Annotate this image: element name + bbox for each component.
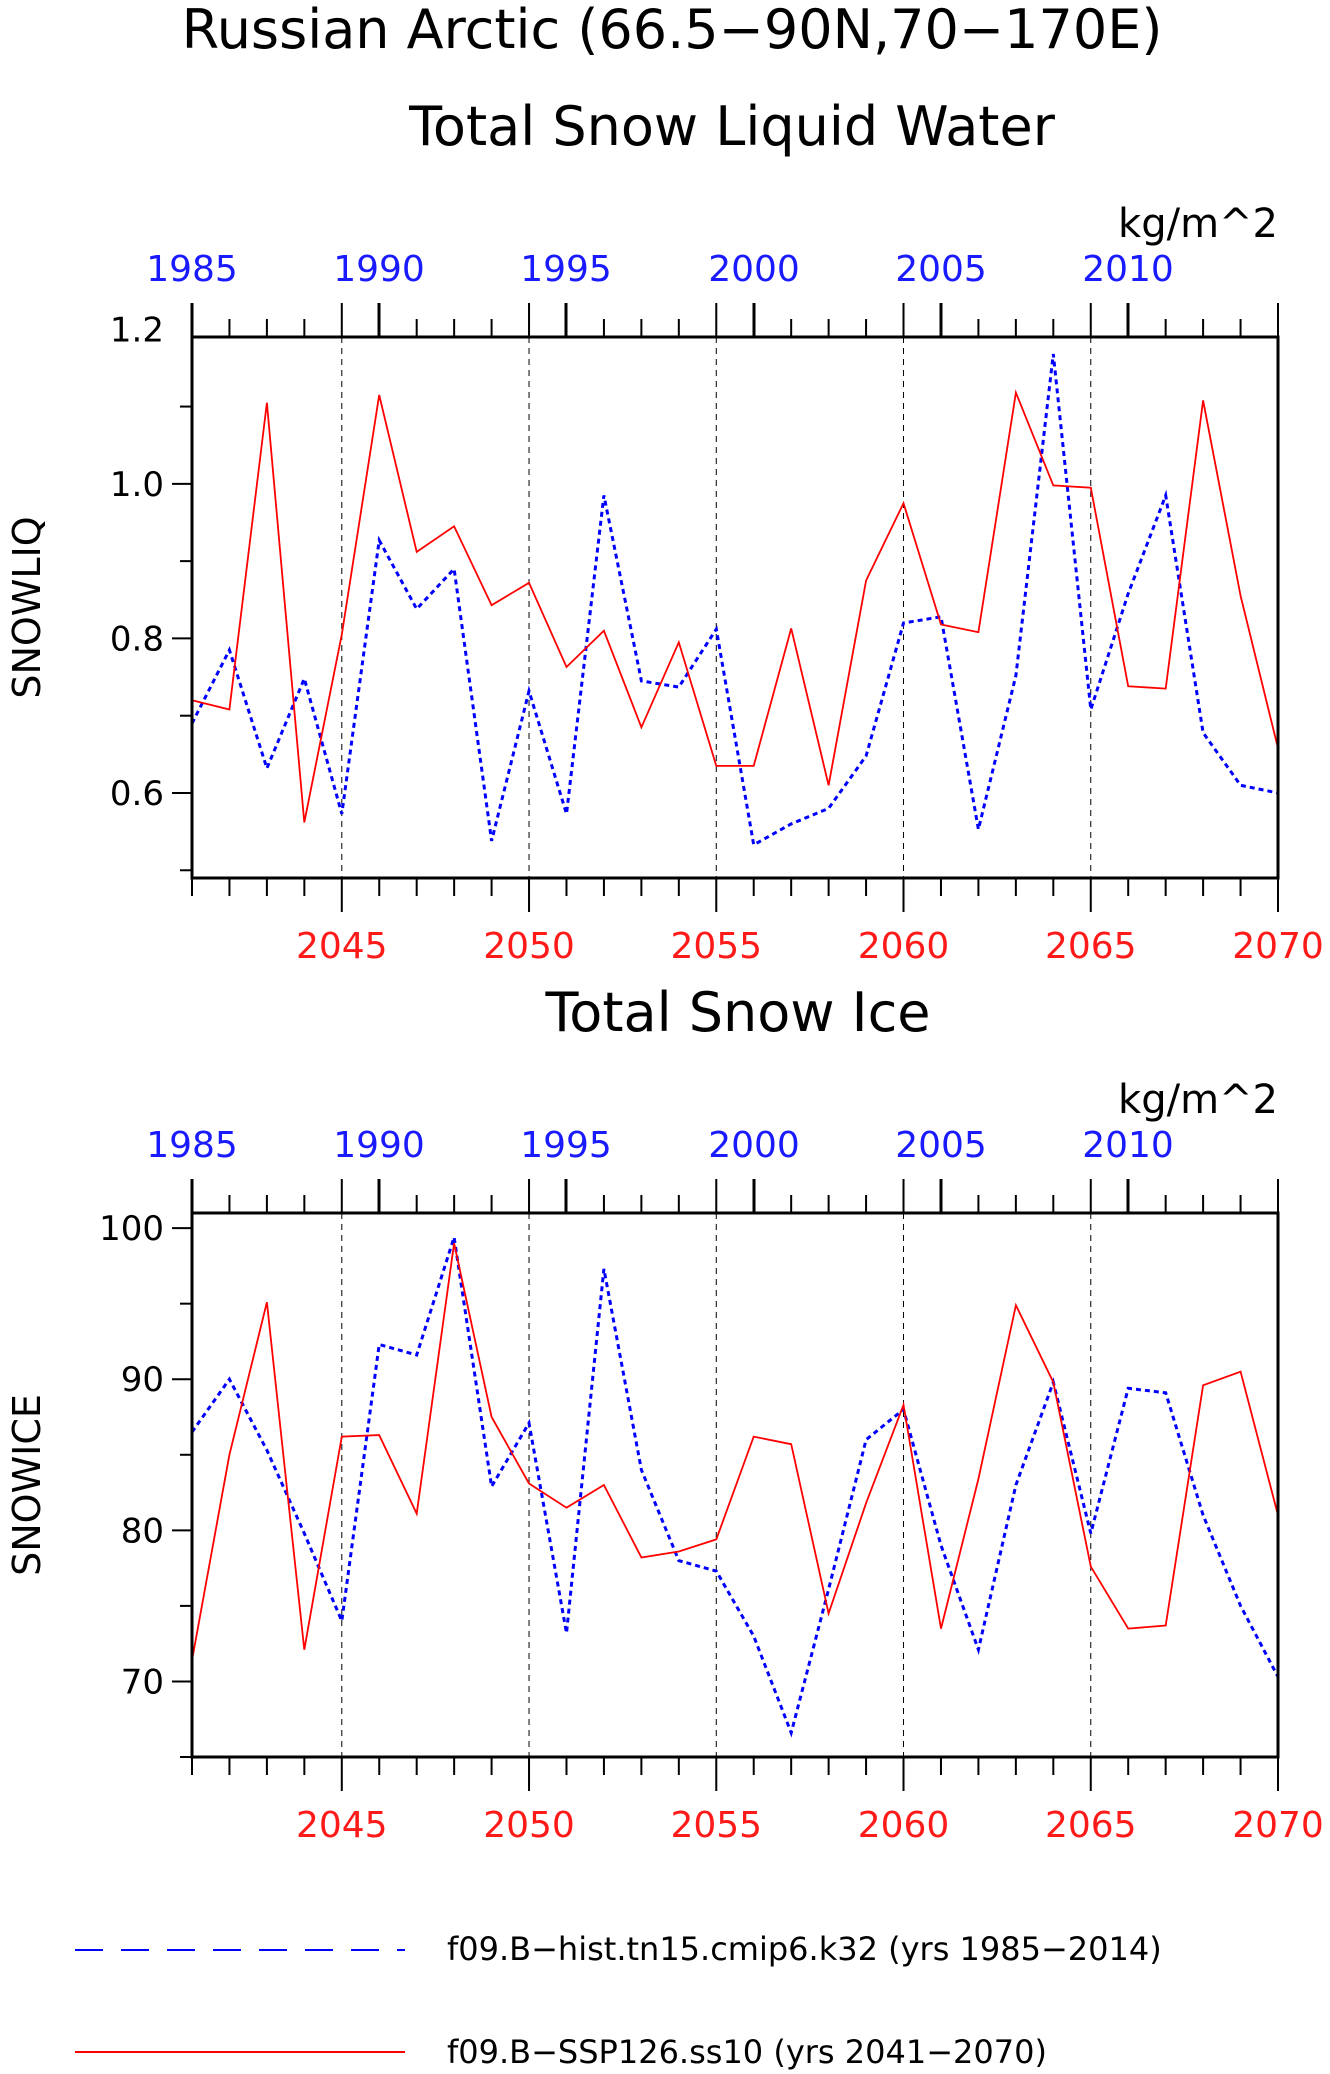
y-tick-label: 90: [121, 1360, 164, 1400]
x-tick-label-top: 2000: [708, 1125, 800, 1166]
y-tick-label: 1.2: [110, 310, 164, 350]
x-tick-label-top: 1985: [146, 249, 238, 290]
y-tick-label: 1.0: [110, 465, 164, 505]
y-tick-label: 100: [99, 1209, 164, 1249]
x-tick-label-bottom: 2045: [296, 1805, 388, 1846]
main-title-line2: Total Snow Liquid Water: [408, 95, 1056, 158]
x-tick-label-top: 2010: [1082, 249, 1174, 290]
x-tick-label-top: 2005: [895, 249, 987, 290]
plot-frame: [190, 335, 1280, 880]
series-ssp-line: [191, 1243, 1279, 1661]
plot-frame: [190, 1211, 1280, 1759]
x-tick-label-top: 1995: [520, 1125, 612, 1166]
units-label: kg/m^2: [1118, 1077, 1278, 1123]
x-tick-label-bottom: 2050: [483, 1805, 575, 1846]
x-tick-label-bottom: 2065: [1045, 1805, 1137, 1846]
x-tick-label-bottom: 2070: [1232, 1805, 1324, 1846]
y-tick-label: 0.8: [110, 619, 164, 659]
series-ssp-line: [191, 389, 1279, 823]
x-tick-label-bottom: 2050: [483, 926, 575, 967]
x-tick-label-top: 1990: [333, 1125, 425, 1166]
x-tick-label-bottom: 2065: [1045, 926, 1137, 967]
y-axis-label: SNOWICE: [5, 1394, 49, 1576]
x-tick-label-top: 2005: [895, 1125, 987, 1166]
x-tick-label-bottom: 2060: [858, 1805, 950, 1846]
x-tick-label-bottom: 2045: [296, 926, 388, 967]
x-tick-label-bottom: 2055: [670, 1805, 762, 1846]
panel2-title: Total Snow Ice: [545, 981, 931, 1044]
x-tick-label-bottom: 2055: [670, 926, 762, 967]
x-tick-label-top: 1990: [333, 249, 425, 290]
series-hist-line: [190, 1236, 1280, 1738]
y-tick-label: 80: [121, 1511, 164, 1551]
x-tick-label-top: 2000: [708, 249, 800, 290]
x-tick-label-bottom: 2060: [858, 926, 950, 967]
y-tick-label: 70: [121, 1662, 164, 1702]
series-hist-line: [190, 353, 1279, 848]
x-tick-label-top: 2010: [1082, 1125, 1174, 1166]
y-axis-label: SNOWLIQ: [5, 516, 49, 698]
x-tick-label-top: 1985: [146, 1125, 238, 1166]
legend: f09.B−hist.tn15.cmip6.k32 (yrs 1985−2014…: [75, 1930, 1162, 2071]
x-tick-label-bottom: 2070: [1232, 926, 1324, 967]
y-tick-label: 0.6: [110, 774, 164, 814]
units-label: kg/m^2: [1118, 201, 1278, 247]
x-tick-label-top: 1995: [520, 249, 612, 290]
snowice-panel: 2045 2050 2055 2060 2065 2070 1985 1990 1995 2000…: [5, 1077, 1324, 1846]
snowliq-panel: 2045 2050 2055 2060 2065 2070 1985 1990 1995 2000…: [5, 201, 1324, 967]
main-title-line1: Russian Arctic (66.5−90N,70−170E): [182, 0, 1163, 61]
legend-ssp-label: f09.B−SSP126.ss10 (yrs 2041−2070): [447, 2033, 1047, 2071]
legend-hist-label: f09.B−hist.tn15.cmip6.k32 (yrs 1985−2014…: [447, 1930, 1162, 1968]
